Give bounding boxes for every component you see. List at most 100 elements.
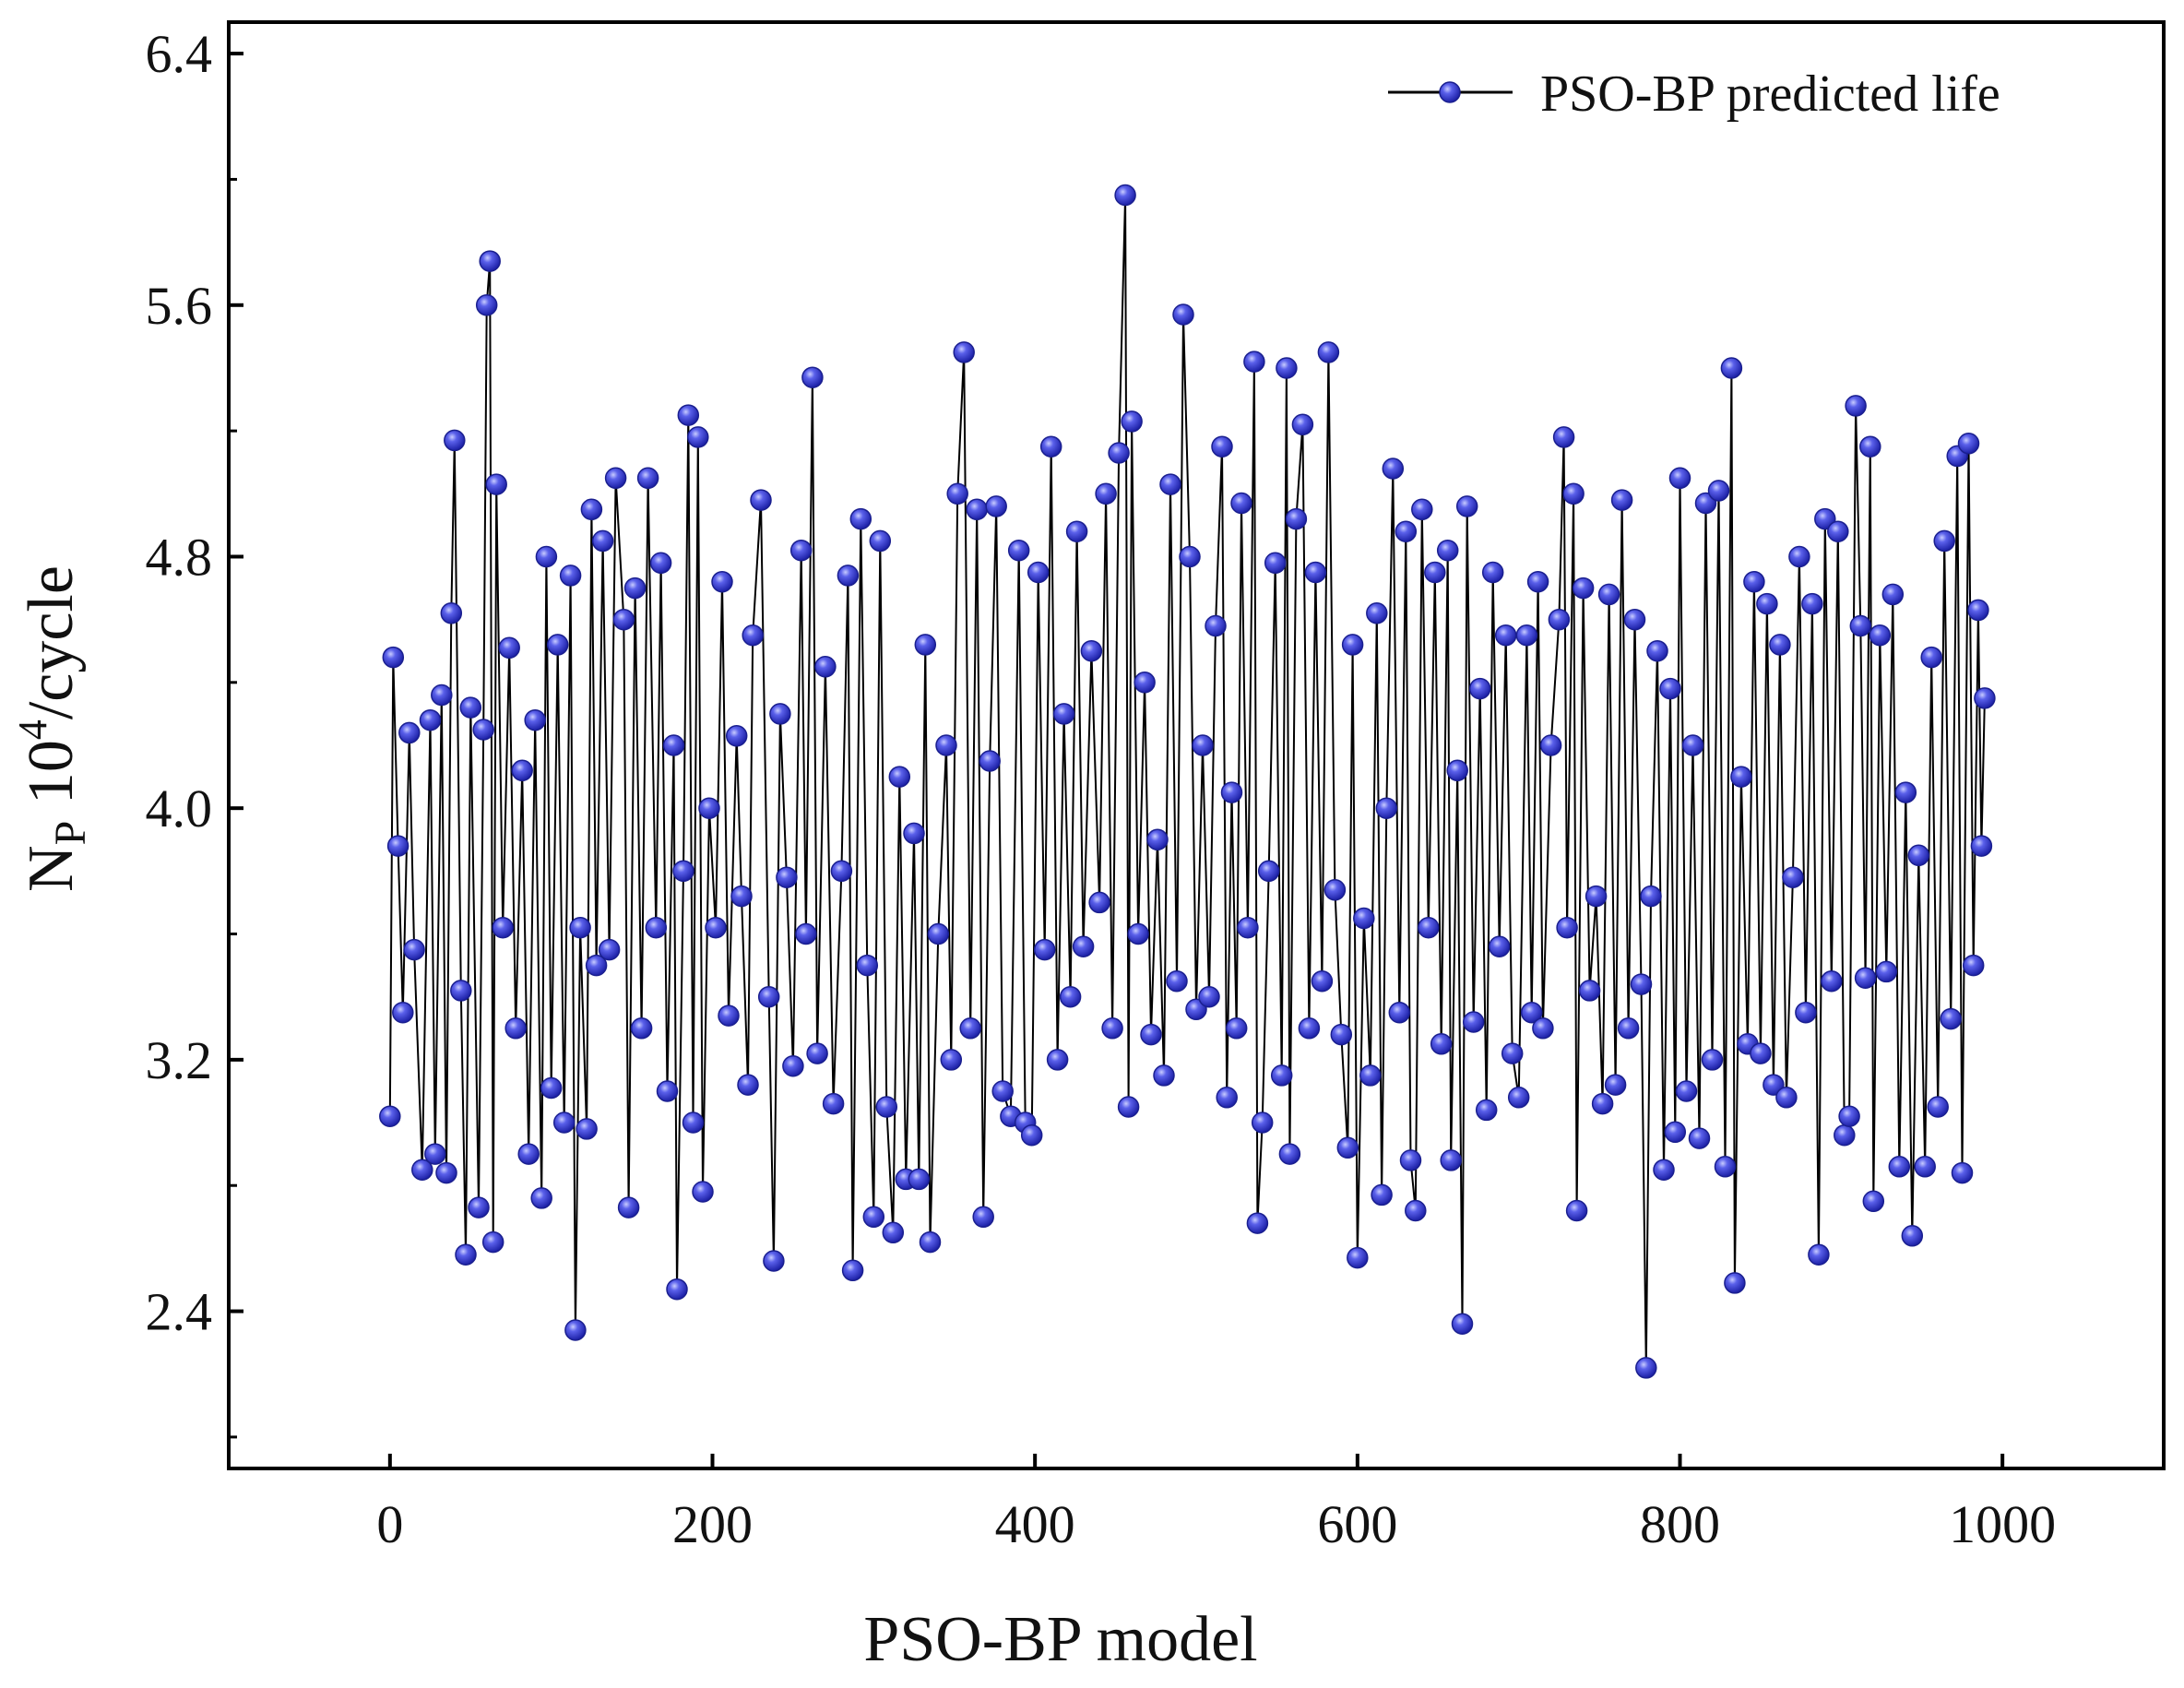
data-point	[598, 938, 621, 961]
data-point	[1475, 1099, 1498, 1122]
data-point	[1033, 938, 1056, 961]
y-axis-ticks: 2.4 3.2 4.0 4.8 5.6 6.4	[146, 24, 243, 1439]
data-point	[419, 708, 442, 731]
data-point	[1951, 1161, 1974, 1184]
data-point	[1424, 561, 1446, 584]
data-point	[737, 1074, 759, 1096]
data-point	[1494, 624, 1517, 647]
data-point	[1468, 677, 1491, 700]
data-point	[1451, 1313, 1474, 1335]
data-point	[1539, 734, 1562, 756]
data-point	[1179, 545, 1201, 568]
data-point	[940, 1049, 963, 1071]
data-point	[630, 1017, 653, 1040]
data-point	[662, 734, 685, 756]
data-point	[1862, 1190, 1885, 1213]
data-point	[1395, 520, 1418, 542]
data-point	[1298, 1017, 1321, 1040]
data-point	[919, 1230, 942, 1254]
data-point	[1285, 507, 1308, 530]
y-tick-label: 4.8	[146, 527, 213, 587]
data-point	[666, 1278, 688, 1301]
y-axis-unit: /cycle	[16, 565, 87, 719]
y-axis-symbol: N	[16, 845, 87, 892]
data-point	[1192, 734, 1214, 756]
x-tick-label: 400	[995, 1494, 1075, 1554]
data-point	[1270, 1064, 1293, 1087]
data-point	[1675, 1080, 1698, 1102]
data-point	[1072, 935, 1095, 957]
data-point	[1264, 552, 1287, 575]
data-point	[1630, 973, 1653, 995]
data-point	[379, 1105, 401, 1127]
data-point	[946, 482, 968, 505]
data-point	[1688, 1127, 1711, 1149]
data-point	[1604, 1074, 1627, 1096]
data-point	[1007, 539, 1030, 562]
data-point	[1440, 1149, 1462, 1171]
data-point	[475, 294, 498, 316]
data-point	[1526, 570, 1549, 593]
data-point	[1446, 759, 1468, 782]
data-point	[1720, 357, 1743, 379]
data-point	[392, 1001, 414, 1024]
data-point	[1750, 1042, 1772, 1064]
data-point	[1901, 1225, 1924, 1247]
data-point	[1059, 985, 1082, 1008]
y-tick-label: 6.4	[146, 24, 213, 84]
y-axis-base: 10	[16, 740, 87, 821]
data-point	[795, 922, 817, 945]
data-point	[1623, 608, 1646, 631]
data-point	[580, 498, 603, 521]
data-point	[1121, 410, 1143, 433]
data-point	[1957, 433, 1980, 455]
data-point	[1933, 529, 1955, 553]
y-axis-title: NP 104/cycle	[10, 565, 95, 892]
data-point	[1278, 1143, 1301, 1165]
data-point	[1970, 835, 1993, 857]
data-point	[1146, 828, 1169, 851]
data-point	[1375, 797, 1398, 819]
data-point	[1225, 1017, 1248, 1040]
data-point	[1788, 545, 1810, 568]
x-tick-label: 200	[672, 1494, 753, 1554]
data-point	[1974, 687, 1996, 709]
data-point	[1359, 1064, 1382, 1087]
data-point	[1743, 570, 1765, 593]
data-point	[424, 1143, 446, 1165]
data-point	[1962, 954, 1985, 977]
data-point	[1211, 435, 1233, 458]
data-point	[692, 1181, 714, 1203]
data-point	[1640, 885, 1662, 908]
data-point	[1020, 1123, 1043, 1147]
data-point	[591, 529, 614, 553]
data-point	[908, 1168, 931, 1191]
legend-marker	[1439, 81, 1461, 103]
x-tick-label: 800	[1640, 1494, 1720, 1554]
data-point	[1330, 1023, 1353, 1046]
data-point	[849, 507, 872, 530]
series-points	[379, 184, 1996, 1379]
data-point	[888, 766, 911, 788]
data-point	[1591, 1092, 1614, 1115]
data-point	[991, 1080, 1014, 1102]
data-point	[1515, 624, 1538, 647]
data-point	[682, 1111, 705, 1134]
data-point	[455, 1243, 477, 1266]
data-point	[459, 696, 482, 719]
data-point	[552, 1111, 576, 1134]
data-point	[1775, 1087, 1798, 1109]
data-point	[403, 938, 425, 961]
data-point	[1827, 520, 1849, 542]
data-point	[841, 1259, 864, 1282]
data-point	[636, 467, 659, 490]
data-point	[1405, 1199, 1427, 1222]
data-point	[1304, 561, 1327, 584]
data-point	[382, 646, 405, 669]
data-point	[914, 634, 937, 656]
data-point	[517, 1143, 540, 1165]
x-tick-label: 1000	[1949, 1494, 2056, 1554]
data-point	[1668, 467, 1691, 490]
data-point	[1854, 967, 1877, 989]
data-point	[1532, 1017, 1554, 1040]
